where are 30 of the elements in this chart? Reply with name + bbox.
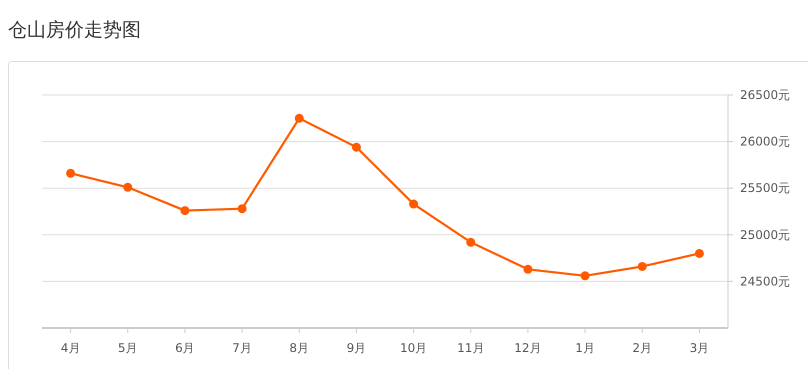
point [466, 238, 476, 247]
y-tick-label: 26000元 [740, 134, 790, 149]
chart-title: 仓山房价走势图 [8, 19, 141, 41]
x-tick-label: 3月 [690, 341, 710, 355]
point [352, 142, 361, 152]
x-tick-label: 7月 [232, 341, 252, 355]
x-tick-label: 5月 [118, 341, 138, 355]
x-tick-label: 2月 [632, 341, 652, 355]
point [694, 248, 704, 258]
x-tick-label: 6月 [175, 341, 195, 355]
point [180, 206, 190, 216]
point [580, 271, 590, 280]
y-tick-label: 25000元 [740, 228, 790, 242]
point [409, 200, 418, 209]
point [638, 262, 647, 271]
x-tick-label: 8月 [289, 341, 310, 355]
x-tick-label: 4月 [60, 341, 80, 355]
point [294, 114, 304, 123]
x-tick-label: 10月 [400, 341, 428, 355]
x-tick-label: 12月 [514, 341, 542, 355]
x-tick-label: 1月 [575, 341, 595, 355]
point [123, 182, 132, 192]
x-tick-label: 9月 [346, 341, 366, 355]
y-tick-label: 26500元 [740, 88, 790, 102]
y-tick-label: 24500元 [740, 274, 790, 288]
point [66, 168, 76, 178]
point [238, 204, 247, 214]
x-tick-label: 11月 [457, 341, 484, 355]
point [523, 264, 532, 274]
y-tick-label: 25500元 [740, 181, 790, 196]
